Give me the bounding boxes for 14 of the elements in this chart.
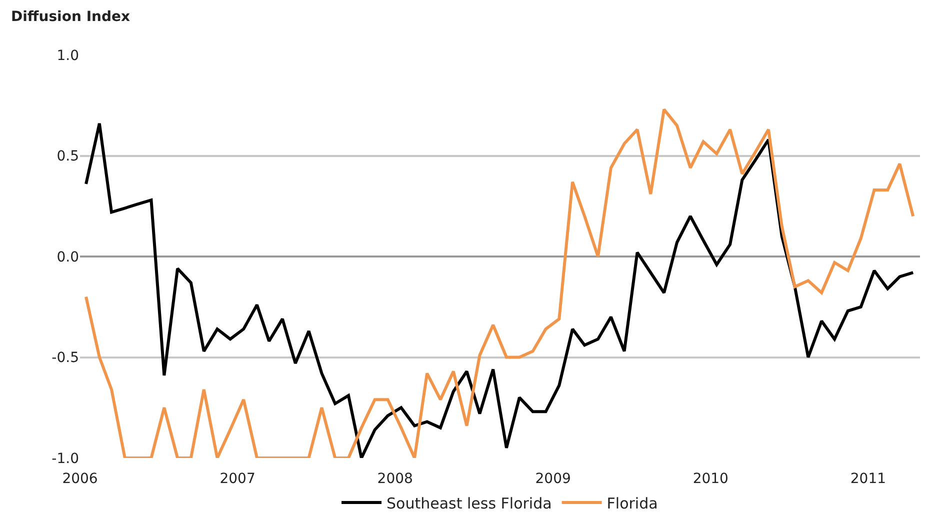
x-tick-label: 2006 (62, 471, 98, 487)
legend-label: Florida (606, 494, 658, 512)
y-tick-label: 0.5 (56, 148, 79, 165)
x-tick-label: 2007 (220, 471, 256, 487)
y-tick-label: -1.0 (52, 450, 79, 467)
y-tick-label: 1.0 (56, 48, 79, 64)
x-tick-label: 2010 (692, 471, 728, 487)
legend-label: Southeast less Florida (386, 494, 552, 512)
y-axis-title: Diffusion Index (11, 9, 130, 25)
x-tick-label: 2011 (850, 471, 886, 487)
y-tick-label: -0.5 (52, 350, 79, 366)
x-tick-label: 2008 (377, 471, 413, 487)
y-tick-label: 0.0 (56, 249, 79, 266)
x-tick-label: 2009 (535, 471, 571, 487)
